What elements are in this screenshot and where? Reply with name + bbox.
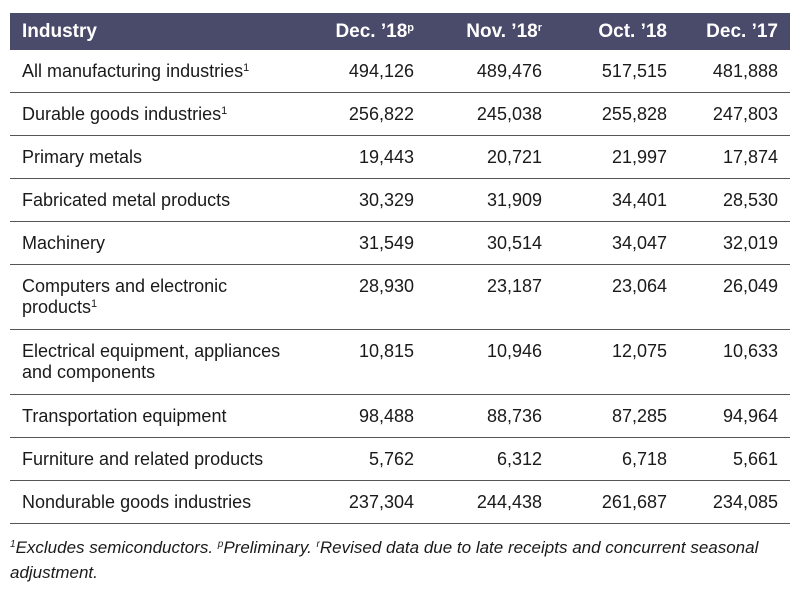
preliminary-mark: p bbox=[407, 21, 414, 34]
industry-label-text: All manufacturing industries bbox=[22, 61, 244, 81]
shipments-table: Industry Dec. ’18p Nov. ’18r Oct. ’18 De… bbox=[10, 13, 790, 524]
industry-label: Primary metals bbox=[10, 135, 308, 179]
value-cell: 94,964 bbox=[679, 394, 790, 438]
value-cell: 247,803 bbox=[679, 92, 790, 136]
industry-label: Computers and electronic products1 bbox=[10, 264, 308, 330]
table-header-row: Industry Dec. ’18p Nov. ’18r Oct. ’18 De… bbox=[10, 13, 790, 50]
value-cell: 23,187 bbox=[426, 264, 554, 330]
industry-label: Fabricated metal products bbox=[10, 178, 308, 222]
value-cell: 88,736 bbox=[426, 394, 554, 438]
industry-label-text: Fabricated metal products bbox=[22, 190, 231, 210]
industry-label: Nondurable goods industries bbox=[10, 480, 308, 524]
table-body: All manufacturing industries1 494,126 489,… bbox=[10, 50, 790, 524]
industry-label: Transportation equipment bbox=[10, 394, 308, 438]
industry-label-text: Durable goods industries bbox=[22, 104, 222, 124]
value-cell: 6,718 bbox=[554, 437, 679, 481]
footnote-mark-p: p bbox=[217, 539, 224, 550]
value-cell: 494,126 bbox=[308, 50, 426, 93]
value-cell: 28,930 bbox=[308, 264, 426, 330]
header-industry: Industry bbox=[22, 20, 97, 42]
value-cell: 31,909 bbox=[426, 178, 554, 222]
industry-label-text: Transportation equipment bbox=[22, 406, 227, 426]
value-cell: 10,815 bbox=[308, 329, 426, 395]
value-cell: 244,438 bbox=[426, 480, 554, 524]
table-row: Computers and electronic products1 28,930… bbox=[10, 264, 790, 330]
footnote-text-p: Preliminary. bbox=[223, 538, 317, 557]
header-nov-18: Nov. ’18r bbox=[466, 20, 542, 42]
table-row: Transportation equipment 98,488 88,736 87,2… bbox=[10, 394, 790, 438]
value-cell: 234,085 bbox=[679, 480, 790, 524]
header-dec-17: Dec. ’17 bbox=[706, 20, 778, 42]
industry-label-text: Machinery bbox=[22, 233, 106, 253]
value-cell: 12,075 bbox=[554, 329, 679, 395]
value-cell: 6,312 bbox=[426, 437, 554, 481]
value-cell: 245,038 bbox=[426, 92, 554, 136]
industry-label-text: Electrical equipment, appliances and com… bbox=[22, 341, 281, 382]
value-cell: 517,515 bbox=[554, 50, 679, 93]
table-row: Fabricated metal products 30,329 31,909 34,… bbox=[10, 178, 790, 222]
value-cell: 261,687 bbox=[554, 480, 679, 524]
industry-label: Machinery bbox=[10, 221, 308, 265]
industry-label: All manufacturing industries1 bbox=[10, 50, 308, 93]
industry-label-text: Nondurable goods industries bbox=[22, 492, 252, 512]
industry-label: Durable goods industries1 bbox=[10, 92, 308, 136]
header-oct-18: Oct. ’18 bbox=[598, 20, 667, 42]
table-row: Electrical equipment, appliances and com… bbox=[10, 329, 790, 395]
value-cell: 26,049 bbox=[679, 264, 790, 330]
value-cell: 28,530 bbox=[679, 178, 790, 222]
value-cell: 23,064 bbox=[554, 264, 679, 330]
footnote-ref-mark: 1 bbox=[91, 298, 98, 310]
footnote-ref-mark: 1 bbox=[221, 105, 228, 117]
industry-label-text: Furniture and related products bbox=[22, 449, 264, 469]
footnote-ref-mark: 1 bbox=[243, 62, 250, 74]
value-cell: 5,661 bbox=[679, 437, 790, 481]
value-cell: 21,997 bbox=[554, 135, 679, 179]
table-row: Primary metals 19,443 20,721 21,997 17,874 bbox=[10, 135, 790, 179]
value-cell: 481,888 bbox=[679, 50, 790, 93]
footnote-mark-1: 1 bbox=[10, 539, 16, 550]
table-row: All manufacturing industries1 494,126 489,… bbox=[10, 50, 790, 93]
value-cell: 98,488 bbox=[308, 394, 426, 438]
industry-label: Electrical equipment, appliances and com… bbox=[10, 329, 308, 395]
value-cell: 87,285 bbox=[554, 394, 679, 438]
value-cell: 10,633 bbox=[679, 329, 790, 395]
value-cell: 255,828 bbox=[554, 92, 679, 136]
value-cell: 17,874 bbox=[679, 135, 790, 179]
industry-label: Furniture and related products bbox=[10, 437, 308, 481]
value-cell: 10,946 bbox=[426, 329, 554, 395]
table-row: Machinery 31,549 30,514 34,047 32,019 bbox=[10, 221, 790, 265]
data-table-container: Industry Dec. ’18p Nov. ’18r Oct. ’18 De… bbox=[10, 13, 790, 524]
footnote-text-r: Revised data due to late receipts and co… bbox=[10, 538, 759, 582]
value-cell: 20,721 bbox=[426, 135, 554, 179]
table-row: Durable goods industries1 256,822 245,038 2… bbox=[10, 92, 790, 136]
value-cell: 32,019 bbox=[679, 221, 790, 265]
value-cell: 237,304 bbox=[308, 480, 426, 524]
value-cell: 34,047 bbox=[554, 221, 679, 265]
industry-label-text: Primary metals bbox=[22, 147, 143, 167]
value-cell: 34,401 bbox=[554, 178, 679, 222]
value-cell: 30,514 bbox=[426, 221, 554, 265]
revised-mark: r bbox=[537, 21, 542, 34]
industry-label-text: Computers and electronic products bbox=[22, 276, 228, 317]
footnote-mark-r: r bbox=[316, 539, 320, 550]
value-cell: 489,476 bbox=[426, 50, 554, 93]
table-row: Nondurable goods industries 237,304 244,43… bbox=[10, 480, 790, 524]
table-row: Furniture and related products 5,762 6,312… bbox=[10, 437, 790, 481]
value-cell: 30,329 bbox=[308, 178, 426, 222]
footnote-text-1: Excludes semiconductors. bbox=[15, 538, 218, 557]
value-cell: 5,762 bbox=[308, 437, 426, 481]
header-dec-18: Dec. ’18p bbox=[335, 20, 414, 42]
value-cell: 19,443 bbox=[308, 135, 426, 179]
value-cell: 31,549 bbox=[308, 221, 426, 265]
footnote: 1Excludes semiconductors. pPreliminary. … bbox=[10, 535, 790, 585]
value-cell: 256,822 bbox=[308, 92, 426, 136]
